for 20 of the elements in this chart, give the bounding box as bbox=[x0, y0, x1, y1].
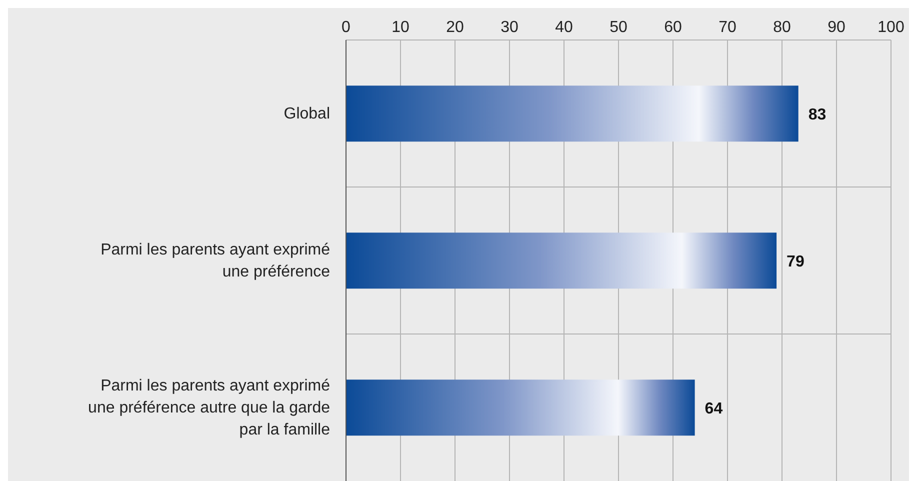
x-tick-label: 100 bbox=[878, 19, 904, 36]
y-tick-label: Global bbox=[284, 105, 330, 122]
x-tick-label: 50 bbox=[610, 19, 628, 36]
data-label: 79 bbox=[786, 253, 804, 270]
x-tick-label: 40 bbox=[555, 19, 573, 36]
x-tick-label: 10 bbox=[392, 19, 410, 36]
x-tick-label: 20 bbox=[446, 19, 464, 36]
x-tick-label: 60 bbox=[664, 19, 682, 36]
y-tick-label: Parmi les parents ayant exprimé une préférence autre que la garde par la famille bbox=[88, 377, 330, 438]
x-tick-label: 70 bbox=[718, 19, 736, 36]
x-tick-label: 80 bbox=[773, 19, 791, 36]
bar bbox=[346, 380, 695, 436]
x-tick-label: 30 bbox=[500, 19, 518, 36]
data-label: 64 bbox=[704, 400, 723, 418]
x-tick-label: 0 bbox=[342, 19, 351, 36]
x-tick-label: 90 bbox=[828, 19, 846, 36]
y-tick-label: Parmi les parents ayant exprimé une préférence bbox=[100, 241, 330, 280]
bar bbox=[346, 86, 798, 142]
bar bbox=[346, 232, 777, 289]
data-label: 83 bbox=[808, 106, 826, 124]
